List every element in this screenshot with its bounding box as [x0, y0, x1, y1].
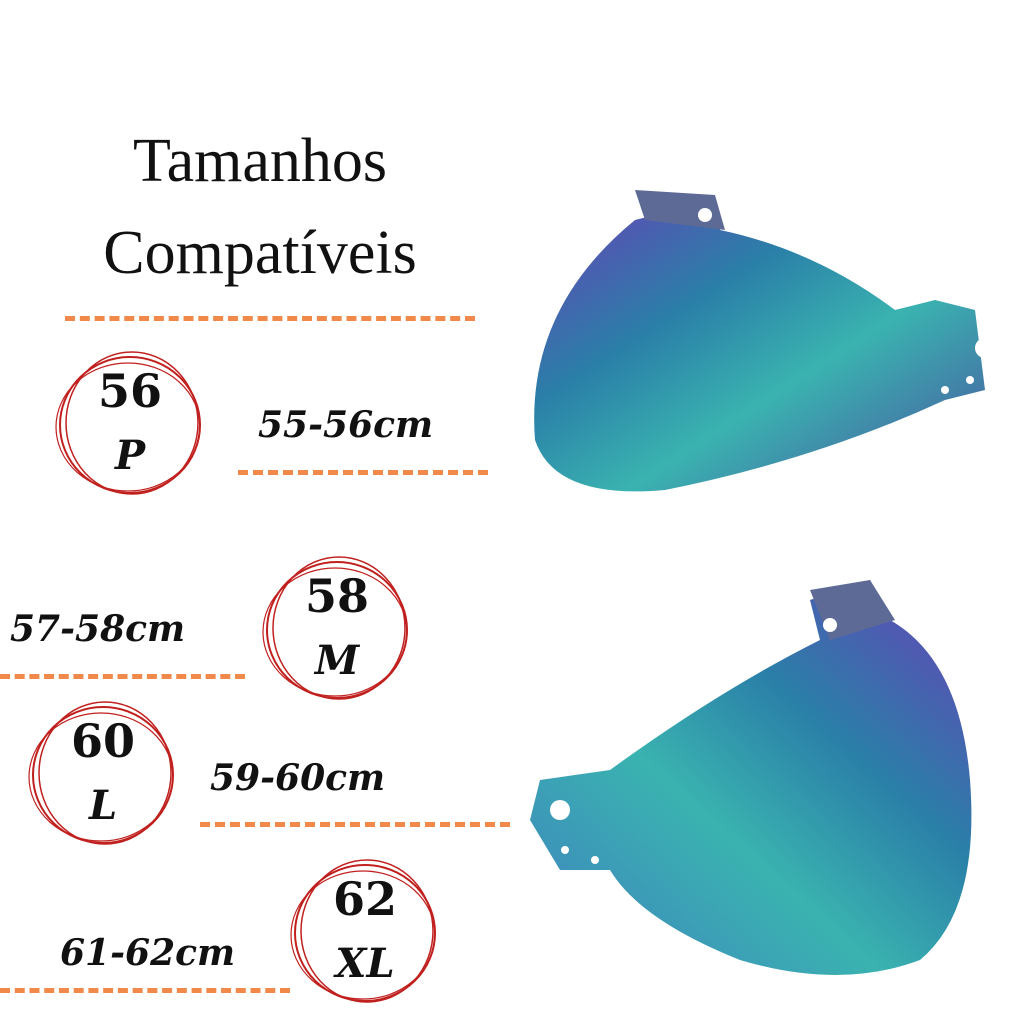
title-line-1: Tamanhos — [133, 127, 387, 195]
size-range: 61-62cm — [60, 932, 236, 974]
scribble-circle-icon — [28, 701, 174, 845]
title-line-2: Compatíveis — [103, 219, 417, 287]
size-letter: XL — [335, 940, 395, 987]
size-number: 60 — [70, 714, 135, 768]
size-badge-p: 56 P — [55, 350, 205, 500]
size-badge-xl: 62 XL — [290, 858, 440, 1008]
divider — [238, 470, 488, 475]
size-letter: P — [114, 432, 146, 479]
size-letter: L — [88, 782, 118, 829]
divider — [0, 988, 290, 993]
visor-image-top — [534, 190, 995, 492]
size-range: 55-56cm — [258, 404, 434, 446]
size-number: 56 — [97, 364, 162, 418]
size-range: 57-58cm — [10, 608, 186, 650]
visor-image-bottom — [530, 580, 972, 975]
size-badge-l: 60 L — [28, 700, 178, 850]
divider — [200, 822, 510, 827]
size-number: 62 — [332, 872, 397, 926]
size-letter: M — [314, 637, 360, 684]
size-range: 59-60cm — [210, 757, 386, 799]
scribble-circle-icon — [290, 859, 436, 1003]
size-badge-m: 58 M — [262, 555, 412, 705]
scribble-circle-icon — [262, 556, 408, 700]
size-number: 58 — [304, 569, 369, 623]
scribble-circle-icon — [55, 351, 201, 495]
divider — [0, 674, 245, 679]
divider — [65, 316, 475, 321]
